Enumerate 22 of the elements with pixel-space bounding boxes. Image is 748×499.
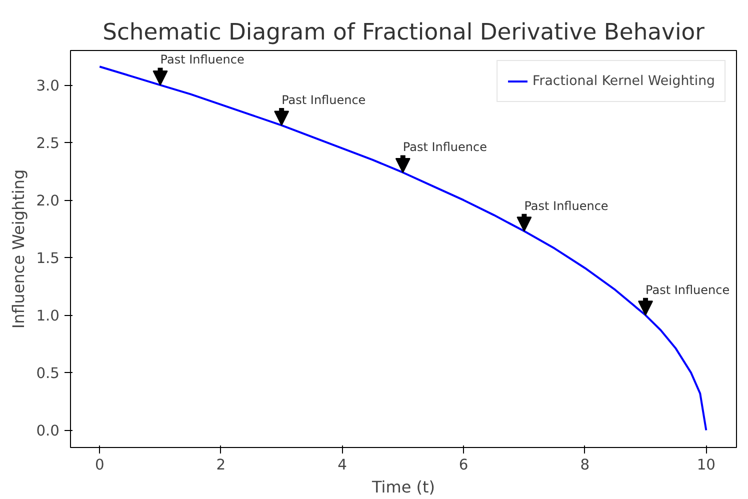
chart-title: Schematic Diagram of Fractional Derivative Behavior — [102, 20, 706, 46]
annotation: Past Influence — [646, 282, 730, 297]
y-tick-label: 0.0 — [36, 422, 60, 440]
y-tick-label: 0.5 — [36, 365, 60, 382]
x-tick-label: 4 — [338, 456, 347, 474]
y-tick-label: 3.0 — [36, 78, 60, 95]
annotation: Past Influence — [524, 198, 608, 213]
y-tick-label: 2.5 — [36, 135, 60, 152]
y-axis-title: Influence Weighting — [9, 169, 28, 329]
y-tick-label: 2.0 — [36, 192, 60, 210]
x-axis-title: Time (t) — [371, 478, 435, 496]
x-tick-label: 0 — [94, 456, 104, 474]
annotation: Past Influence — [282, 92, 366, 107]
x-tick-label: 6 — [458, 456, 468, 474]
x-tick-label: 8 — [580, 456, 590, 474]
x-tick-label: 2 — [216, 456, 226, 474]
legend-label: Fractional Kernel Weighting — [532, 74, 715, 88]
y-tick-label: 1.0 — [36, 308, 60, 325]
y-tick-label: 1.5 — [36, 250, 60, 268]
annotation: Past Influence — [160, 52, 244, 67]
x-tick-label: 10 — [696, 456, 716, 474]
annotation: Past Influence — [402, 140, 488, 154]
